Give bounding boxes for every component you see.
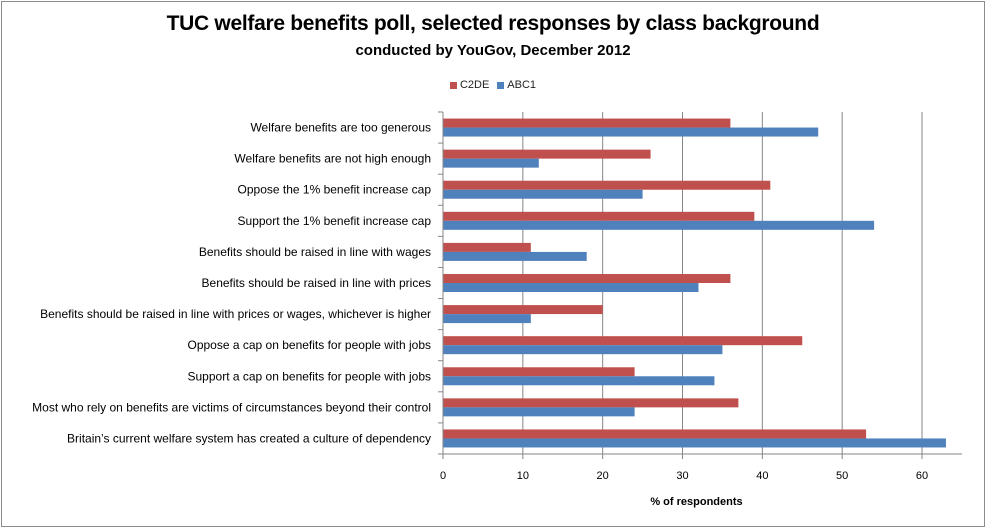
bar-c2de	[443, 274, 731, 283]
bar-abc1	[443, 220, 875, 230]
x-tick-label: 10	[517, 470, 529, 482]
x-axis-title: % of respondents	[650, 496, 742, 508]
legend-swatch-c2de	[449, 81, 457, 89]
legend-label-abc1: ABC1	[507, 79, 537, 91]
x-tick-label: 30	[676, 470, 688, 482]
bar-abc1	[443, 407, 635, 417]
category-label: Britain’s current welfare system has cre…	[67, 431, 431, 445]
category-label: Welfare benefits are too generous	[250, 121, 431, 135]
category-label: Oppose the 1% benefit increase cap	[238, 183, 432, 197]
bar-abc1	[443, 251, 587, 261]
bar-abc1	[443, 158, 539, 168]
category-label: Most who rely on benefits are victims of…	[32, 400, 431, 414]
legend-label-c2de: C2DE	[459, 79, 490, 91]
bar-c2de	[443, 180, 771, 190]
category-label: Support the 1% benefit increase cap	[238, 214, 432, 228]
bar-c2de	[443, 242, 531, 252]
bar-c2de	[443, 398, 739, 408]
category-label: Benefits should be raised in line with w…	[199, 245, 431, 259]
bar-c2de	[443, 367, 635, 377]
x-tick-label: 40	[756, 470, 768, 482]
category-label: Support a cap on benefits for people wit…	[188, 369, 432, 383]
x-tick-label: 60	[916, 470, 928, 482]
legend-item-c2de: C2DE	[449, 79, 490, 91]
bar-c2de	[443, 305, 603, 315]
bar-abc1	[443, 127, 819, 137]
bar-c2de	[443, 118, 731, 128]
bar-abc1	[443, 189, 643, 199]
bar-abc1	[443, 345, 723, 355]
category-label: Welfare benefits are not high enough	[234, 152, 431, 166]
bar-abc1	[443, 376, 715, 386]
bar-abc1	[443, 438, 946, 448]
bar-c2de	[443, 429, 867, 439]
bar-abc1	[443, 283, 699, 292]
category-label: Benefits should be raised in line with p…	[202, 276, 431, 290]
x-tick-label: 0	[440, 470, 446, 482]
category-label: Benefits should be raised in line with p…	[40, 307, 431, 321]
bar-c2de	[443, 336, 803, 346]
bar-c2de	[443, 211, 755, 221]
category-label: Oppose a cap on benefits for people with…	[188, 338, 432, 352]
chart-subtitle: conducted by YouGov, December 2012	[355, 42, 631, 59]
x-tick-label: 20	[597, 470, 609, 482]
bar-c2de	[443, 149, 651, 159]
chart-title: TUC welfare benefits poll, selected resp…	[166, 12, 820, 35]
bar-abc1	[443, 314, 531, 324]
legend: C2DE ABC1	[0, 79, 986, 91]
x-tick-label: 50	[836, 470, 848, 482]
legend-swatch-abc1	[497, 81, 505, 89]
legend-item-abc1: ABC1	[497, 79, 536, 91]
